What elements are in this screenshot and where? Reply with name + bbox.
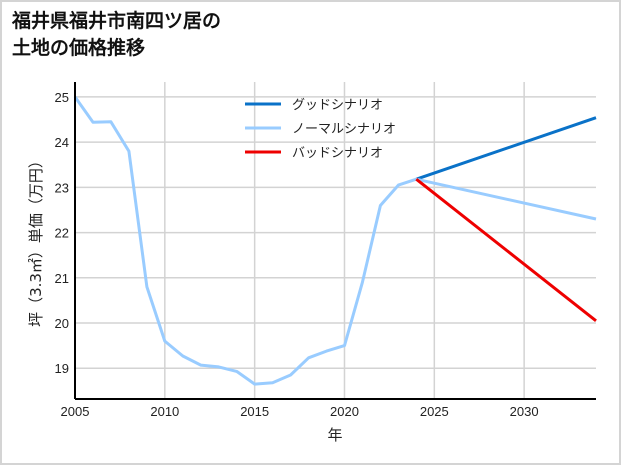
legend-label: バッドシナリオ	[292, 146, 383, 161]
x-tick-label: 2030	[510, 404, 539, 419]
y-tick-label: 24	[55, 135, 69, 150]
legend-label: グッドシナリオ	[292, 98, 383, 113]
y-tick-label: 23	[55, 180, 69, 195]
y-tick-label: 25	[55, 90, 69, 105]
series-line-2	[415, 178, 597, 322]
series-line-0	[415, 116, 597, 181]
x-tick-label: 2005	[61, 404, 90, 419]
title-line-1: 福井県福井市南四ツ居の	[12, 10, 222, 32]
y-tick-label: 20	[55, 316, 69, 331]
title-line-2: 土地の価格推移	[12, 37, 146, 59]
x-tick-label: 2010	[150, 404, 179, 419]
x-axis-label: 年	[327, 426, 342, 444]
x-tick-label: 2015	[240, 404, 269, 419]
y-tick-label: 21	[55, 271, 69, 286]
chart-title: 福井県福井市南四ツ居の 土地の価格推移	[12, 8, 221, 62]
y-tick-label: 22	[55, 226, 69, 241]
legend-label: ノーマルシナリオ	[292, 122, 396, 137]
x-tick-label: 2025	[420, 404, 449, 419]
series-line-1	[73, 96, 597, 386]
y-axis-label: 坪（3.3㎡）単価（万円）	[27, 153, 45, 327]
x-tick-label: 2020	[330, 404, 359, 419]
y-tick-label: 19	[55, 361, 69, 376]
